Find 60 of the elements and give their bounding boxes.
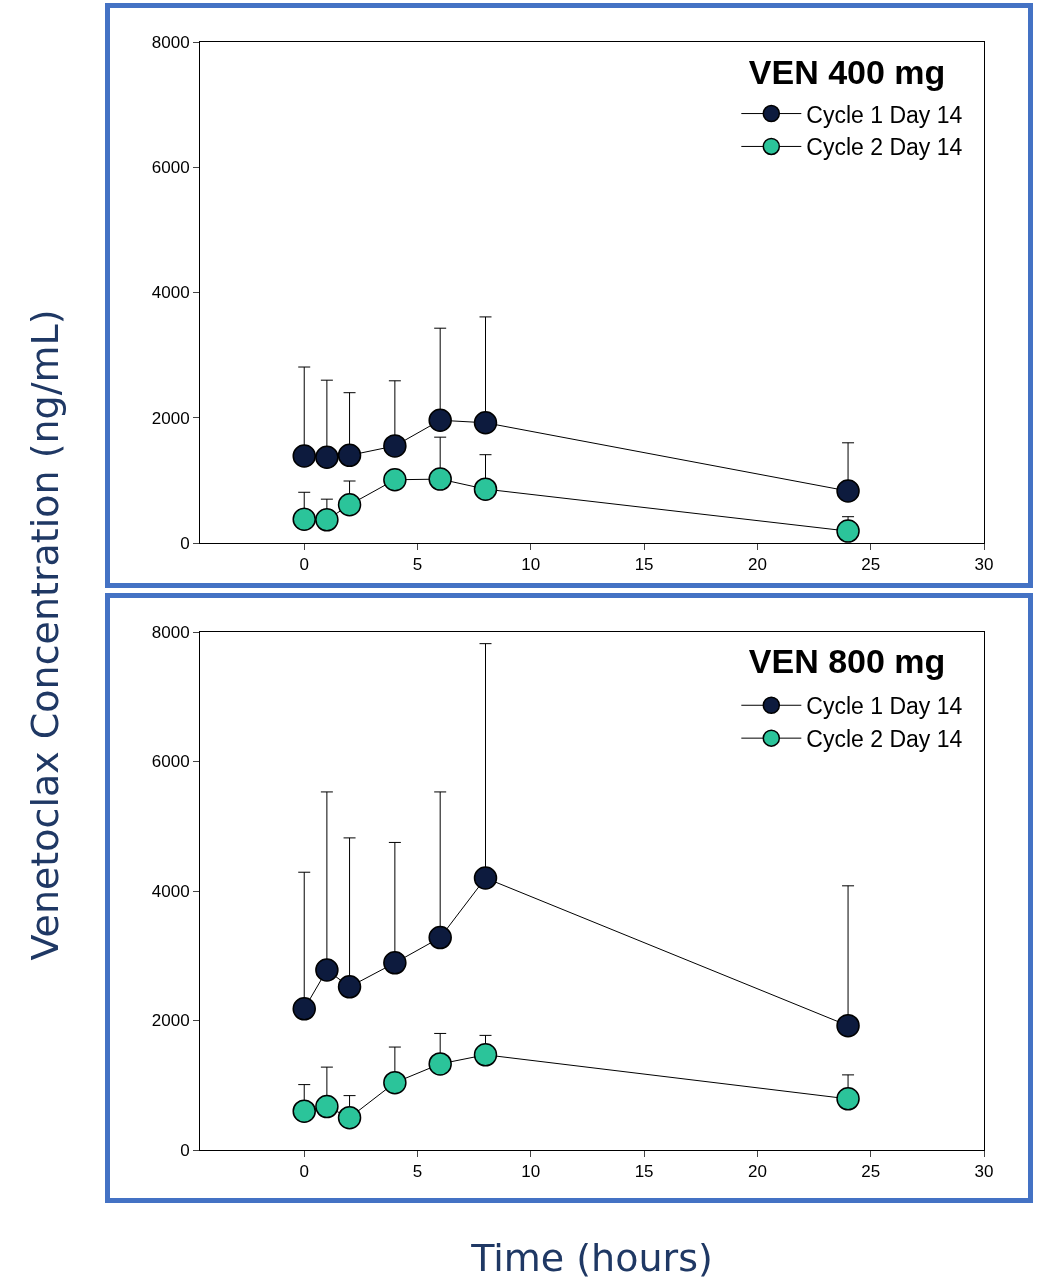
point	[383, 951, 407, 975]
point	[836, 519, 860, 543]
point	[292, 507, 316, 531]
x-axis-title: Time (hours)	[471, 1236, 713, 1280]
point	[428, 467, 452, 491]
point	[315, 508, 339, 532]
x-tick-label: 30	[974, 1162, 994, 1182]
legend-label: Cycle 1 Day 14	[806, 693, 963, 720]
x-tick-label: 5	[412, 1162, 423, 1182]
point	[315, 958, 339, 982]
point	[836, 1013, 860, 1038]
x-tick-label: 15	[634, 555, 654, 575]
point	[292, 997, 316, 1021]
point	[337, 975, 362, 999]
y-tick-label: 8000	[151, 32, 190, 52]
point	[836, 479, 860, 503]
x-tick-label: 0	[299, 555, 309, 575]
legend-label: Cycle 2 Day 14	[806, 134, 963, 161]
point	[428, 925, 452, 950]
chart-title: VEN 400 mg	[748, 52, 946, 91]
x-tick-label: 5	[412, 555, 423, 575]
x-tick-label: 25	[861, 1162, 881, 1182]
x-tick-label: 20	[747, 1162, 767, 1182]
x-tick-label: 20	[747, 555, 767, 575]
point	[473, 411, 498, 435]
chart-title: VEN 800 mg	[748, 641, 946, 680]
point	[315, 445, 339, 469]
point	[292, 444, 316, 468]
legend-label: Cycle 2 Day 14	[806, 726, 963, 753]
x-tick-label: 15	[634, 1162, 654, 1182]
y-tick-label: 4000	[151, 881, 190, 901]
x-tick-label: 30	[974, 555, 994, 575]
point	[473, 477, 498, 501]
point	[337, 493, 362, 517]
point	[473, 866, 498, 890]
point	[315, 1094, 339, 1119]
point	[428, 408, 452, 432]
y-tick-label: 4000	[151, 283, 190, 303]
point	[292, 1099, 316, 1123]
legend-label: Cycle 1 Day 14	[806, 101, 963, 128]
point	[473, 1043, 498, 1067]
point	[337, 443, 362, 468]
x-tick-label: 10	[521, 555, 541, 575]
y-tick-label: 6000	[151, 752, 190, 772]
x-tick-label: 0	[299, 1162, 309, 1182]
point	[428, 1052, 452, 1076]
y-tick-label: 2000	[151, 1011, 190, 1031]
y-tick-label: 0	[180, 1140, 190, 1160]
point	[383, 1070, 407, 1095]
point	[836, 1087, 860, 1111]
y-axis-title: Venetoclax Concentration (ng/mL)	[23, 309, 67, 961]
y-tick-label: 8000	[151, 622, 190, 642]
y-tick-label: 2000	[151, 408, 190, 428]
point	[383, 468, 407, 492]
y-tick-label: 0	[180, 533, 190, 553]
x-tick-label: 10	[521, 1162, 541, 1182]
y-tick-label: 6000	[151, 158, 190, 178]
point	[383, 434, 407, 458]
point	[337, 1105, 362, 1130]
x-tick-label: 25	[861, 555, 881, 575]
